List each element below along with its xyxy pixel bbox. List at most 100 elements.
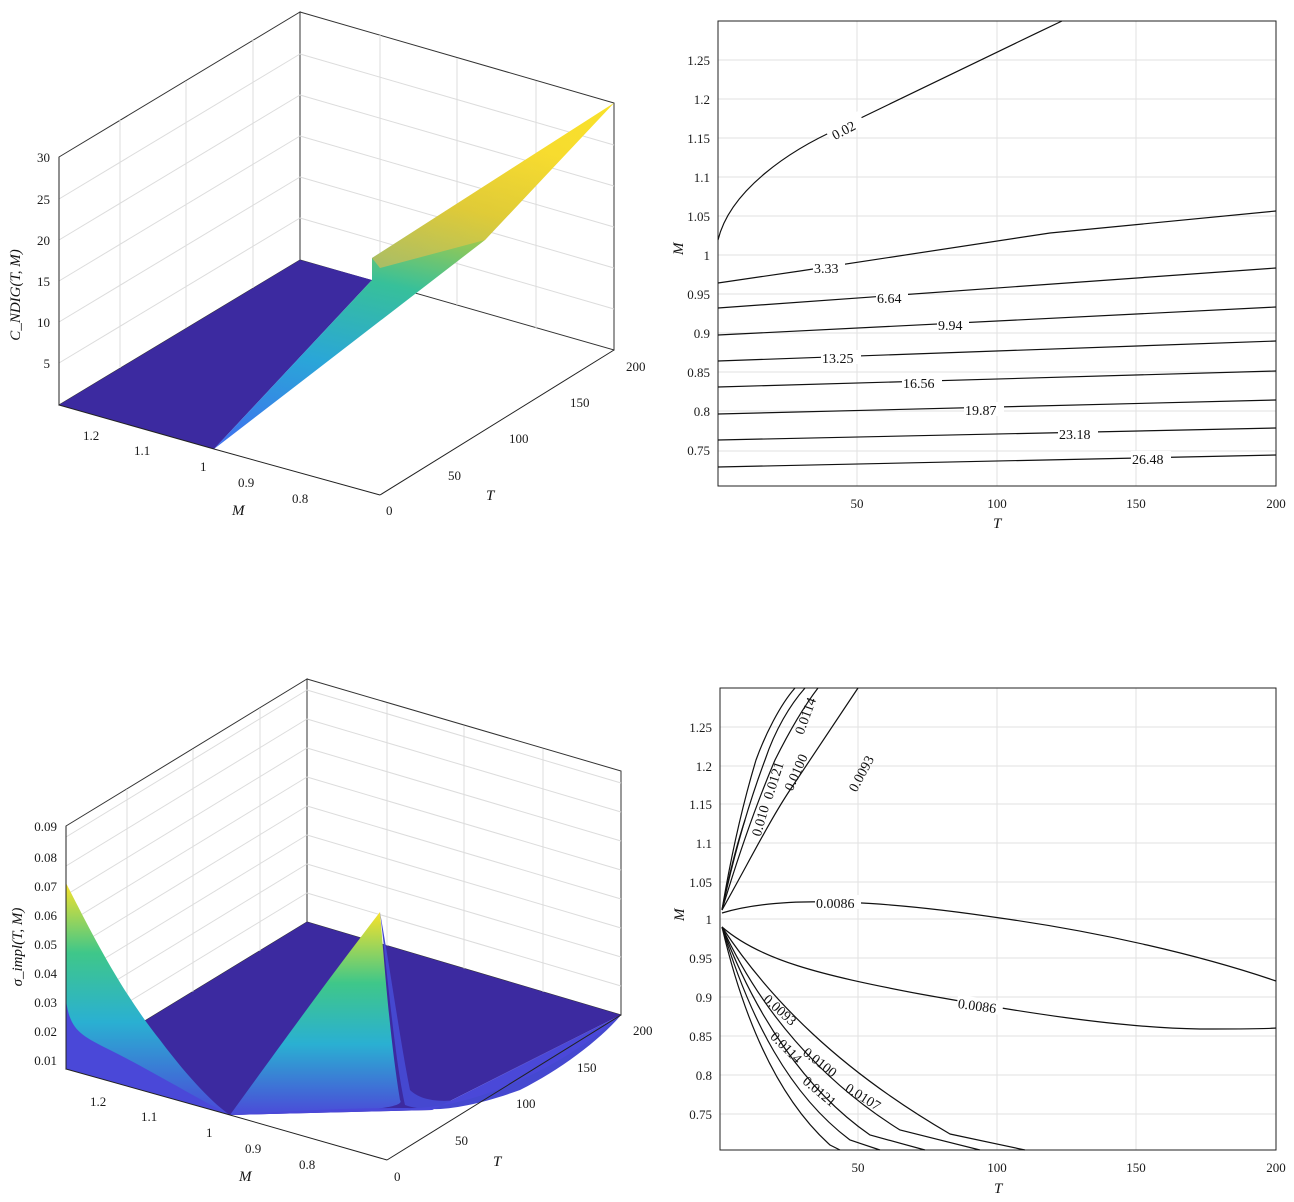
m-tick: 1 (206, 1125, 213, 1140)
contour-label: 19.87 (965, 404, 997, 419)
z-ticks: 0.01 0.02 0.03 0.04 0.05 0.06 0.07 0.08 … (34, 819, 57, 1068)
contour-label: 9.94 (938, 319, 963, 334)
y-tick: 0.85 (687, 365, 710, 380)
z-tick: 0.08 (34, 850, 57, 865)
y-tick: 1.25 (689, 720, 712, 735)
x-axis-label: T (994, 1181, 1004, 1197)
contour-9.94 (717, 306, 1277, 336)
y-tick: 0.95 (689, 951, 712, 966)
z-tick: 0.05 (34, 937, 57, 952)
z-tick: 10 (37, 315, 50, 330)
surface-right-peak (230, 912, 401, 1115)
t-tick: 200 (626, 359, 646, 374)
m-tick: 0.9 (245, 1141, 261, 1156)
t-tick: 50 (455, 1133, 468, 1148)
m-ticks: 1.2 1.1 1 0.9 0.8 (83, 428, 308, 506)
z-tick: 0.04 (34, 966, 57, 981)
z-tick: 0.09 (34, 819, 57, 834)
plot-frame (717, 20, 1277, 487)
contour-label: 16.56 (903, 377, 935, 392)
z-tick: 0.01 (34, 1053, 57, 1068)
contour-13.25 (717, 340, 1277, 362)
surface-trough (230, 1015, 621, 1115)
m-tick: 1 (200, 459, 207, 474)
contour-label: 0.0114 (793, 696, 820, 737)
contour-labels: 0.0086 0.0086 0.0093 0.0100 0.0114 0.012… (750, 696, 1004, 1114)
contour-label: 0.0093 (760, 992, 799, 1029)
x-axis-label: T (993, 516, 1003, 532)
x-tick: 100 (987, 1160, 1007, 1175)
y-tick: 1.05 (687, 209, 710, 224)
contour-grid (718, 21, 1276, 486)
grid-lines (65, 689, 622, 1041)
y-ticks: 0.75 0.8 0.85 0.9 0.95 1 1.05 1.1 1.15 1… (687, 53, 710, 458)
surface-right-tail (380, 912, 621, 1110)
x-tick: 100 (987, 496, 1007, 511)
y-tick: 1 (706, 912, 713, 927)
t-axis-label: T (493, 1154, 503, 1170)
x-ticks: 50 100 150 200 (852, 1160, 1286, 1175)
y-axis-label: M (672, 907, 688, 922)
y-tick: 0.75 (689, 1107, 712, 1122)
surface-ridge-top (372, 103, 614, 268)
t-axis-label: T (486, 488, 496, 504)
z-tick: 20 (37, 233, 50, 248)
t-tick: 150 (577, 1060, 597, 1075)
y-tick: 0.9 (696, 990, 712, 1005)
y-tick: 0.95 (687, 287, 710, 302)
y-tick: 1.2 (696, 759, 712, 774)
contour-label: 0.010 (750, 804, 773, 838)
t-tick: 100 (516, 1096, 536, 1111)
plot-frame (719, 687, 1277, 1151)
y-tick: 1.05 (689, 875, 712, 890)
contour-23.18 (717, 427, 1277, 441)
z-tick: 25 (37, 192, 50, 207)
surface-plot-sigma-impl: 0.01 0.02 0.03 0.04 0.05 0.06 0.07 0.08 … (10, 678, 653, 1185)
y-tick: 1.1 (696, 836, 712, 851)
y-tick: 1.15 (689, 797, 712, 812)
z-tick: 15 (37, 274, 50, 289)
m-tick: 0.8 (299, 1157, 315, 1172)
m-tick: 1.1 (141, 1109, 157, 1124)
contour-label: 0.0093 (847, 754, 878, 795)
y-axis-label: M (671, 241, 687, 256)
surface-flat-region (59, 260, 372, 449)
y-tick: 0.9 (694, 326, 710, 341)
contour-label: 3.33 (814, 262, 839, 277)
y-ticks: 0.75 0.8 0.85 0.9 0.95 1 1.05 1.1 1.15 1… (689, 720, 712, 1122)
m-tick: 0.8 (292, 491, 308, 506)
m-axis-label: M (238, 1169, 253, 1185)
x-tick: 150 (1126, 496, 1146, 511)
y-tick: 0.8 (694, 404, 710, 419)
z-tick: 0.02 (34, 1024, 57, 1039)
x-tick: 200 (1266, 496, 1286, 511)
contour-3.33 (717, 210, 1277, 284)
m-tick: 1.2 (83, 428, 99, 443)
y-tick: 0.8 (696, 1068, 712, 1083)
t-tick: 0 (394, 1169, 401, 1184)
y-tick: 1.2 (694, 92, 710, 107)
contour-0.02 (717, 20, 1063, 241)
x-tick: 150 (1126, 1160, 1146, 1175)
contour-label: 0.0086 (957, 997, 997, 1017)
z-tick: 30 (37, 150, 50, 165)
contour-16.56 (717, 370, 1277, 388)
t-tick: 150 (570, 395, 590, 410)
contour-26.48 (717, 454, 1277, 468)
t-tick: 200 (633, 1023, 653, 1038)
y-tick: 1.1 (694, 170, 710, 185)
x-tick: 50 (852, 1160, 865, 1175)
z-tick: 0.03 (34, 995, 57, 1010)
contour-label: 26.48 (1132, 453, 1164, 468)
m-tick: 1.1 (134, 443, 150, 458)
surface-plot-c-ndig: 5 10 15 20 25 30 1.2 1.1 1 0.9 0.8 0 50 … (8, 11, 646, 519)
contour-0.0086-upper (721, 901, 1277, 982)
contour-labels: 0.02 3.33 6.64 9.94 13.25 16.56 19.87 23… (813, 111, 1171, 468)
y-tick: 1 (704, 248, 711, 263)
x-tick: 50 (851, 496, 864, 511)
x-tick: 200 (1266, 1160, 1286, 1175)
t-tick: 100 (509, 431, 529, 446)
contour-label: 0.0100 (782, 752, 811, 793)
contour-6.64 (717, 267, 1277, 309)
